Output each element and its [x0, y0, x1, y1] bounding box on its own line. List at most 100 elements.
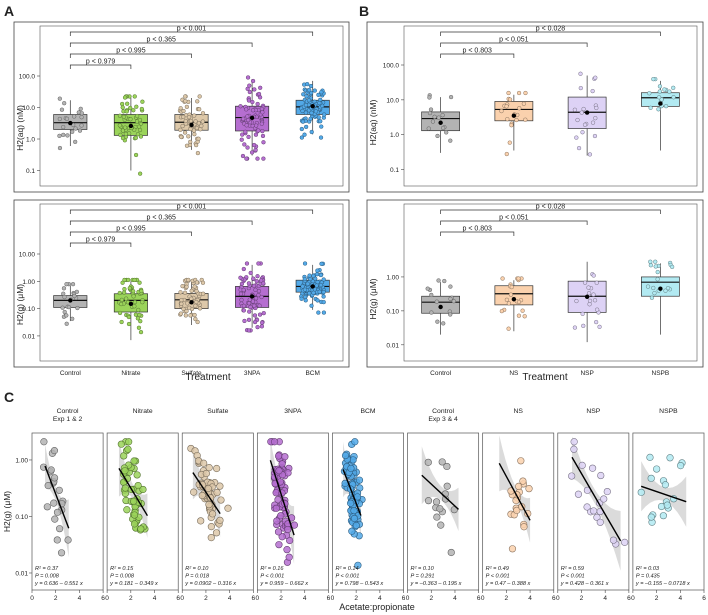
- data-point: [246, 98, 252, 103]
- regression-stat: P = 0.018: [185, 574, 210, 580]
- data-point: [196, 136, 201, 141]
- data-point: [197, 517, 205, 525]
- data-point: [663, 288, 668, 293]
- data-point: [354, 561, 362, 569]
- x-tick-label: 6: [477, 595, 481, 602]
- data-point: [204, 484, 212, 493]
- data-point: [572, 107, 578, 112]
- data-point: [197, 94, 202, 99]
- data-point: [245, 86, 250, 91]
- data-point: [504, 297, 510, 302]
- data-point: [273, 517, 281, 525]
- significance-bracket: [69, 209, 314, 214]
- data-point: [304, 94, 309, 99]
- data-point: [580, 311, 585, 316]
- data-point: [118, 301, 124, 307]
- y-tick-label: 1.00: [15, 457, 28, 464]
- data-point: [306, 98, 312, 103]
- data-point: [72, 114, 77, 119]
- data-point: [303, 298, 308, 303]
- x-tick-label: 6: [402, 595, 406, 602]
- data-point: [260, 128, 265, 134]
- data-point: [256, 261, 261, 266]
- data-point: [199, 123, 204, 129]
- data-point: [515, 482, 523, 490]
- significance-bracket: [69, 31, 314, 36]
- mean-point: [128, 123, 134, 129]
- data-point: [318, 135, 324, 140]
- data-point: [119, 319, 124, 325]
- data-point: [123, 506, 131, 514]
- data-point: [647, 513, 655, 521]
- data-point: [256, 288, 262, 294]
- y-tick-label: 0.01: [22, 333, 35, 340]
- data-point: [118, 132, 123, 138]
- y-tick-label: 1.00: [22, 279, 35, 286]
- mean-point: [249, 115, 255, 121]
- data-point: [514, 117, 519, 123]
- box-panel-3: 0.01 0.10 1.00 H2(g) (μM) p < 0.028 p < 0.051…: [366, 199, 704, 368]
- regression-stat: R² = 0.15: [110, 566, 134, 572]
- data-point: [245, 75, 251, 80]
- data-point: [140, 300, 145, 305]
- data-point: [135, 132, 141, 137]
- data-point: [241, 116, 246, 121]
- data-point: [350, 506, 358, 515]
- data-point: [121, 484, 129, 492]
- data-point: [448, 94, 454, 100]
- data-point: [256, 292, 261, 298]
- data-point: [255, 274, 260, 279]
- data-point: [451, 299, 456, 304]
- data-point: [260, 110, 265, 115]
- mean-point: [189, 122, 194, 128]
- data-point: [127, 285, 132, 291]
- data-point: [122, 277, 127, 283]
- data-point: [506, 90, 511, 96]
- facet-title: Exp 3 & 4: [428, 416, 458, 423]
- data-point: [307, 87, 312, 93]
- data-point: [244, 156, 249, 161]
- data-point: [575, 117, 580, 123]
- y-tick-label: 0.01: [386, 342, 399, 349]
- data-point: [40, 438, 48, 446]
- data-point: [255, 324, 260, 330]
- data-point: [592, 298, 598, 303]
- data-point: [341, 451, 350, 460]
- data-point: [179, 298, 184, 303]
- x-tick-label: 6: [101, 595, 105, 602]
- data-point: [57, 96, 62, 101]
- regression-stat: y = 0.0902 – 0.316 x: [184, 581, 236, 587]
- mean-point: [310, 284, 315, 289]
- data-point: [200, 280, 206, 285]
- data-point: [184, 308, 189, 314]
- data-point: [183, 99, 188, 104]
- data-point: [441, 321, 446, 326]
- data-point: [194, 280, 200, 285]
- data-point: [593, 513, 601, 521]
- x-tick-label: 6: [176, 595, 180, 602]
- data-point: [182, 290, 188, 295]
- data-point: [581, 106, 586, 112]
- data-point: [259, 278, 264, 283]
- data-point: [252, 303, 257, 308]
- data-point: [305, 81, 310, 87]
- regression-line: [571, 456, 622, 542]
- regression-stat: P < 0.001: [486, 574, 510, 580]
- p-value-label: p < 0.995: [116, 226, 145, 233]
- data-point: [195, 99, 200, 104]
- y-tick-label: 0.10: [15, 514, 28, 521]
- data-point: [586, 285, 591, 290]
- data-point: [671, 85, 676, 90]
- data-point: [255, 156, 260, 161]
- data-point: [126, 321, 132, 327]
- data-point: [444, 130, 449, 135]
- data-point: [189, 288, 194, 294]
- data-point: [245, 114, 250, 119]
- regression-stat: P = 0.008: [110, 574, 135, 580]
- mean-point: [310, 104, 315, 109]
- data-point: [255, 101, 260, 107]
- data-point: [122, 95, 128, 100]
- data-point: [574, 135, 579, 140]
- data-point: [315, 268, 320, 273]
